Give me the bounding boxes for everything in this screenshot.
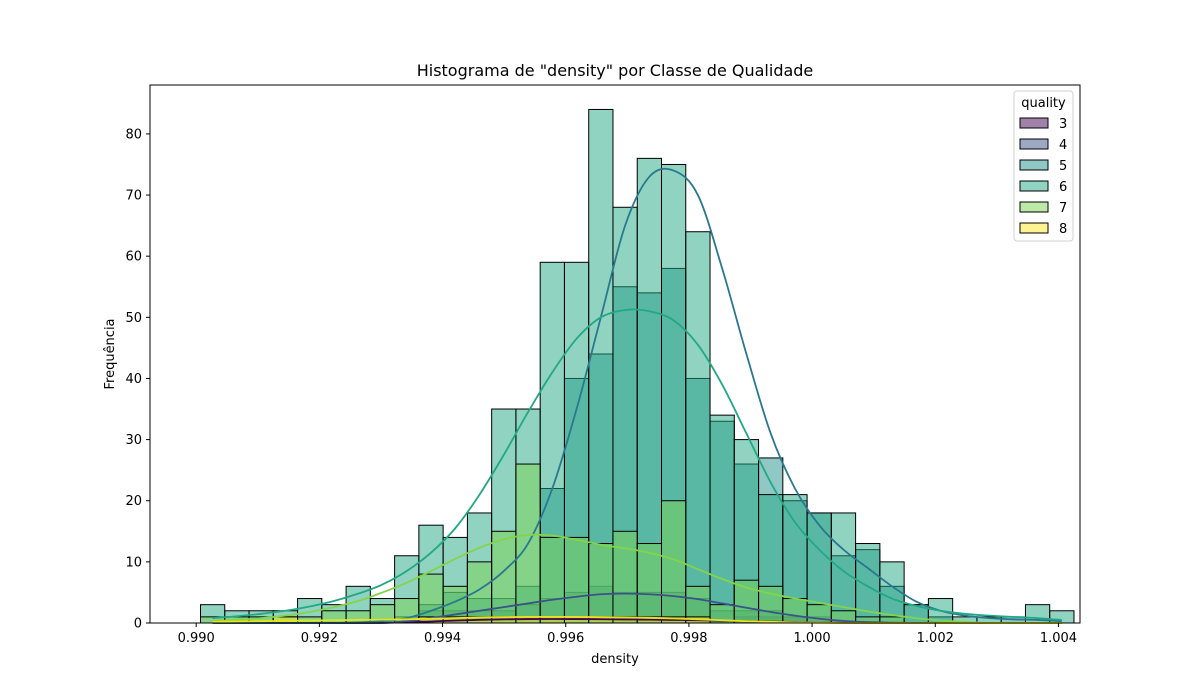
bar-7-16 — [588, 543, 614, 624]
legend-swatch-8 — [1019, 222, 1049, 234]
legend: quality 3 4 5 6 7 8 — [1013, 90, 1074, 242]
bar-7-15 — [563, 536, 590, 624]
series-7-bars — [200, 463, 905, 624]
x-axis: 0.990 0.992 0.994 0.996 0.998 1.000 1.002 1.004 — [178, 623, 1077, 646]
x-tick-label: 0.990 — [178, 631, 215, 646]
y-tick-label: 10 — [125, 555, 142, 570]
y-tick-label: 0 — [134, 617, 142, 632]
kde-curve-5 — [212, 167, 1062, 624]
bar-7-17 — [612, 530, 638, 624]
legend-label-6: 6 — [1059, 180, 1067, 195]
y-tick-label: 70 — [125, 189, 142, 204]
bar-7-14 — [539, 536, 565, 624]
bar-6-20 — [685, 231, 711, 624]
legend-label-3: 3 — [1059, 117, 1067, 132]
x-tick-label: 0.998 — [670, 631, 707, 646]
bar-7-9 — [418, 573, 444, 624]
x-tick-label: 1.000 — [793, 631, 830, 646]
legend-swatch-6 — [1019, 180, 1049, 192]
legend-swatch-3 — [1019, 117, 1049, 129]
legend-label-5: 5 — [1059, 159, 1067, 174]
y-tick-label: 40 — [125, 372, 142, 387]
bar-7-24 — [782, 598, 808, 624]
axes-frame — [149, 84, 1081, 624]
legend-swatch-4 — [1019, 138, 1049, 150]
x-tick-label: 0.994 — [424, 631, 461, 646]
legend-label-7: 7 — [1059, 201, 1067, 216]
x-tick-label: 1.002 — [917, 631, 954, 646]
legend-label-4: 4 — [1059, 138, 1067, 153]
y-tick-label: 80 — [125, 127, 142, 142]
bar-7-6 — [345, 610, 371, 624]
legend-swatch-7 — [1019, 201, 1049, 213]
legend-title: quality — [1021, 96, 1066, 111]
x-axis-label: density — [591, 652, 639, 667]
legend-swatch-5 — [1019, 159, 1049, 171]
x-tick-label: 1.004 — [1040, 631, 1077, 646]
plot-area — [200, 108, 1075, 625]
bar-6-16 — [588, 108, 614, 624]
kde-curve-6 — [212, 308, 1062, 621]
y-axis: 0 10 20 30 40 50 60 70 80 — [125, 127, 150, 632]
y-tick-label: 30 — [125, 433, 142, 448]
y-axis-label: Frequência — [103, 318, 118, 389]
y-tick-label: 60 — [125, 250, 142, 265]
x-tick-label: 0.992 — [301, 631, 338, 646]
bar-7-11 — [466, 561, 493, 624]
chart-title: Histograma de "density" por Classe de Qu… — [417, 61, 814, 80]
bar-6-26 — [830, 512, 857, 624]
bar-6-21 — [709, 414, 735, 624]
bar-7-18 — [636, 543, 663, 624]
y-tick-label: 20 — [125, 494, 142, 509]
x-tick-label: 0.996 — [547, 631, 584, 646]
kde-curve-7 — [212, 533, 1062, 624]
y-tick-label: 50 — [125, 311, 142, 326]
legend-label-8: 8 — [1059, 222, 1067, 237]
